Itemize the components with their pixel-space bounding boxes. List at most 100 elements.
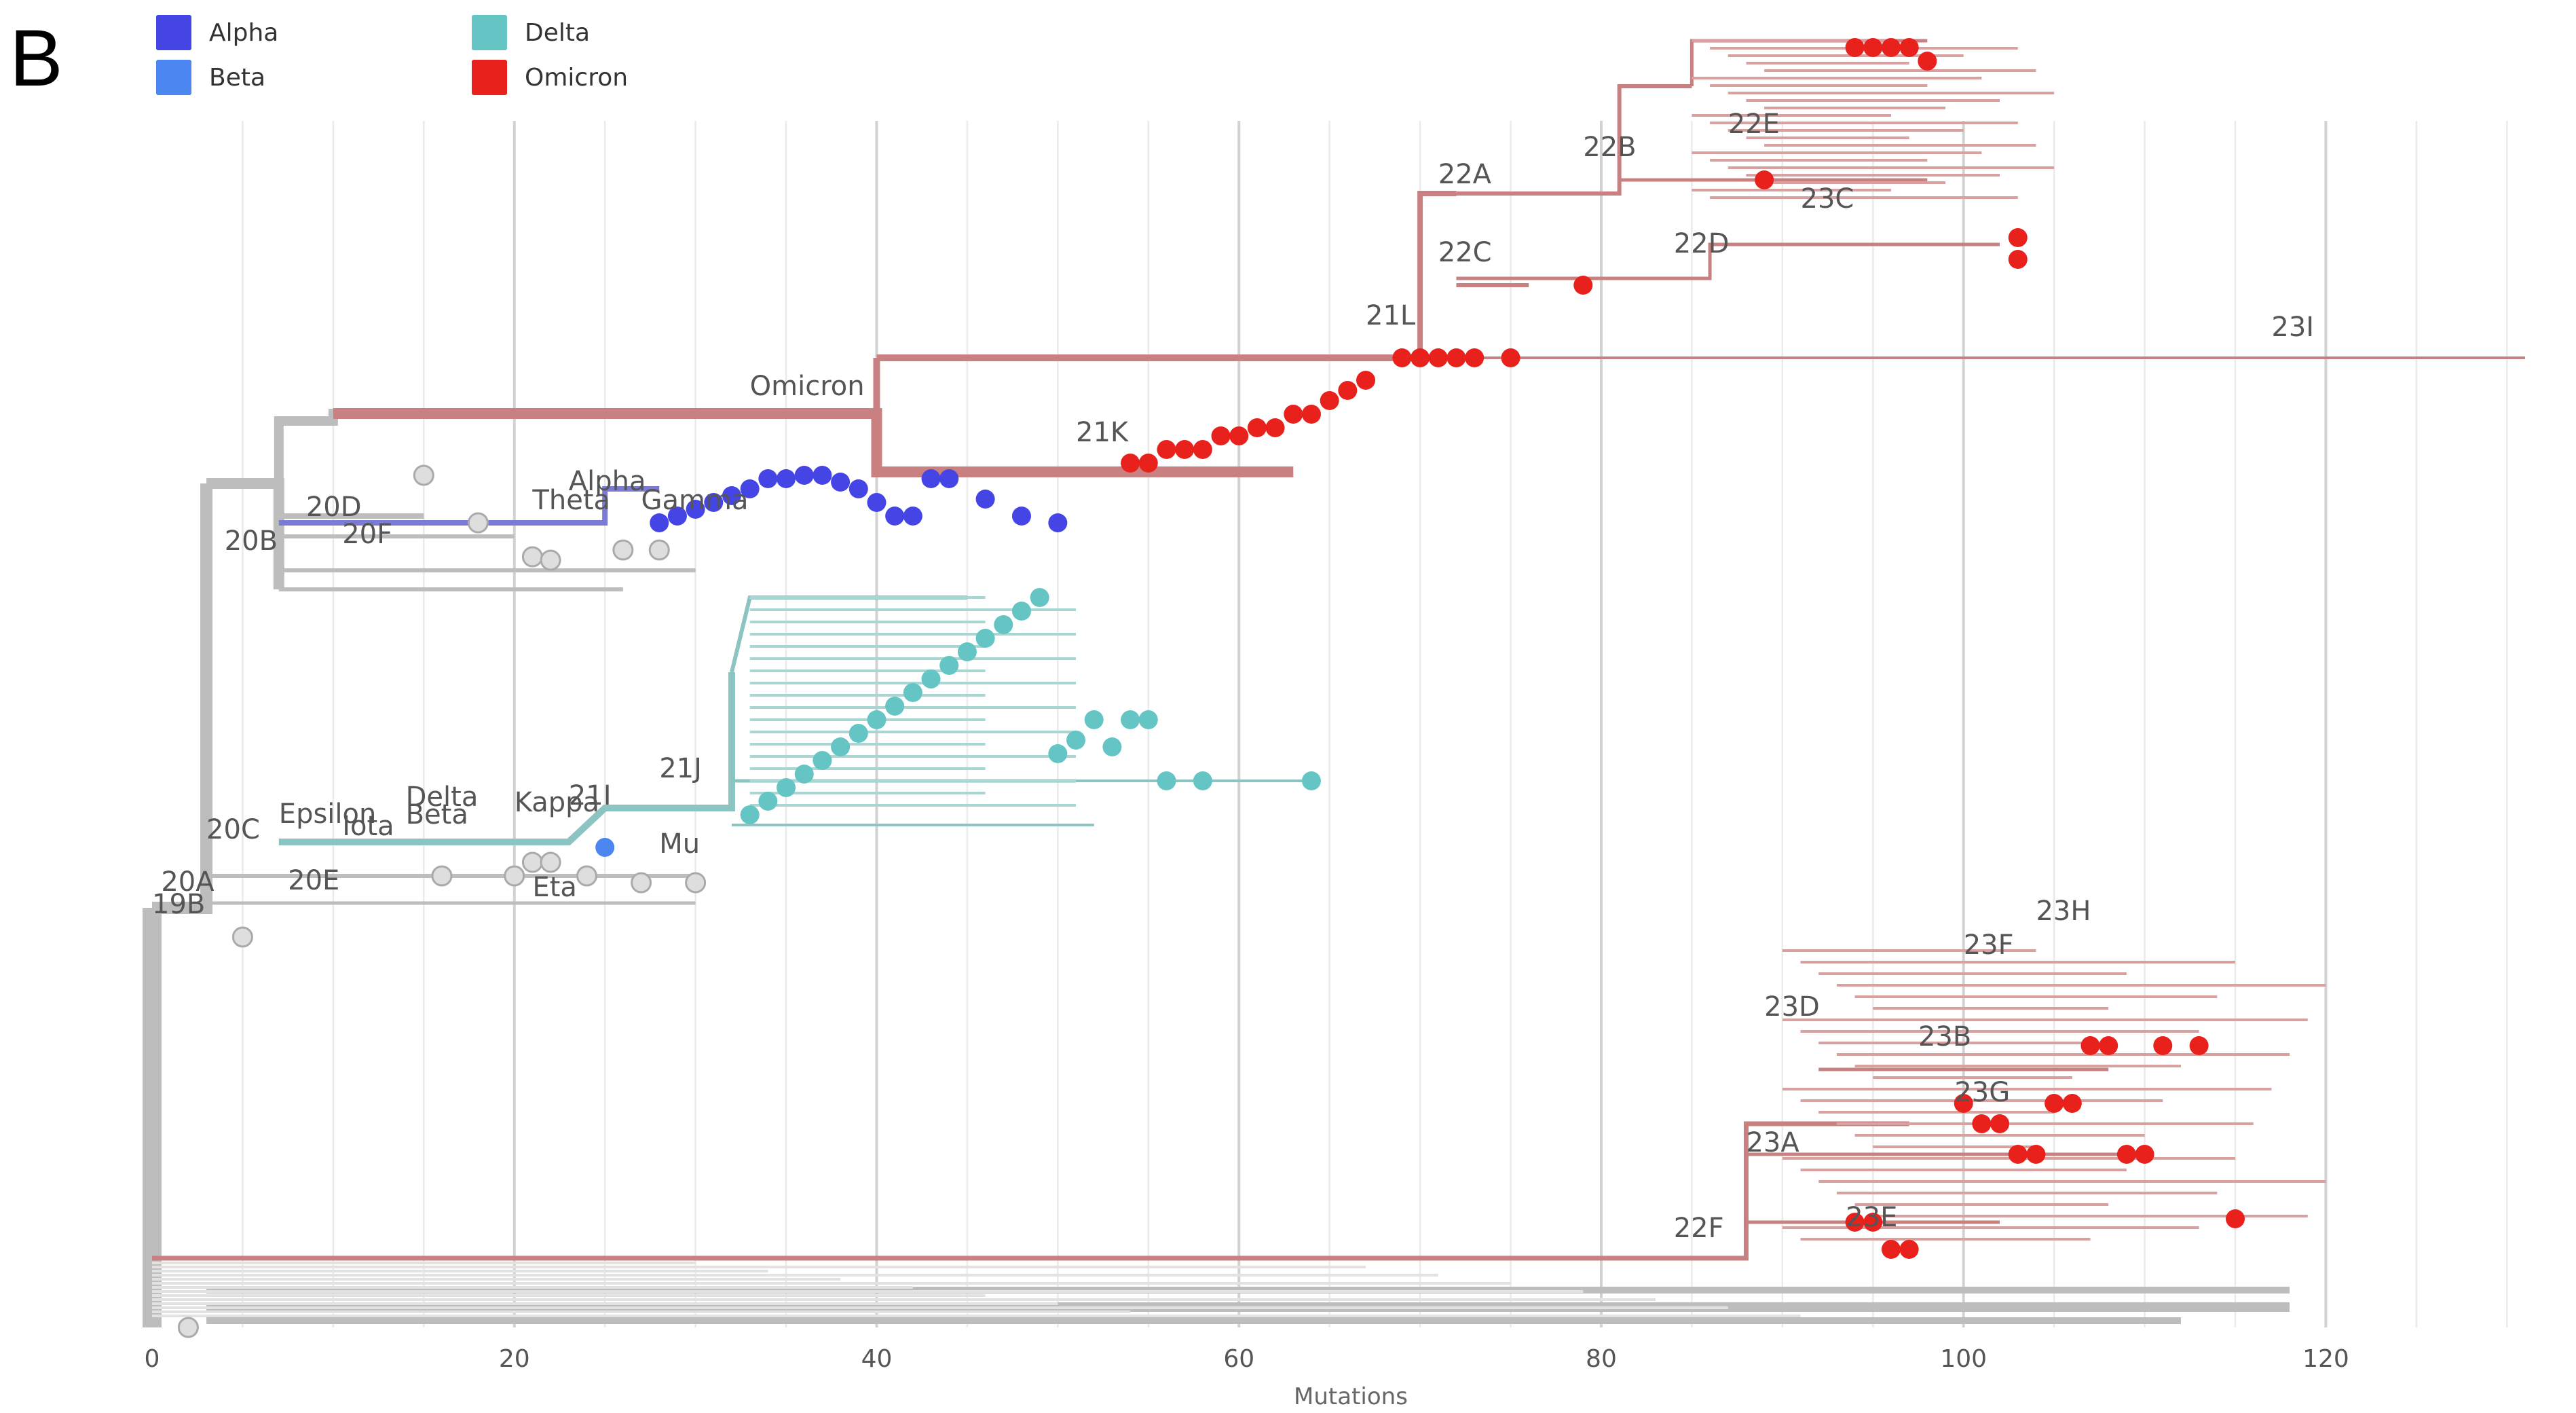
tip-point-omicron[interactable]	[2026, 1145, 2046, 1164]
tip-point-gray[interactable]	[431, 865, 453, 887]
tip-point-delta[interactable]	[885, 697, 905, 716]
tip-point-omicron[interactable]	[1899, 38, 1919, 57]
tip-point-delta[interactable]	[867, 710, 886, 729]
tip-point-omicron[interactable]	[1845, 1213, 1865, 1232]
tip-point-delta[interactable]	[1048, 744, 1068, 763]
tip-point-beta[interactable]	[595, 838, 615, 857]
tip-point-omicron[interactable]	[1301, 405, 1321, 424]
tip-point-alpha[interactable]	[777, 469, 796, 488]
tip-point-gray[interactable]	[521, 546, 543, 568]
tip-point-omicron[interactable]	[1755, 170, 1774, 189]
tip-point-omicron[interactable]	[2080, 1036, 2100, 1055]
tip-point-gray[interactable]	[413, 464, 434, 486]
tip-point-gray[interactable]	[540, 851, 561, 873]
tip-point-omicron[interactable]	[1157, 440, 1176, 459]
tip-point-omicron[interactable]	[1247, 418, 1267, 437]
tip-point-omicron[interactable]	[2008, 1145, 2028, 1164]
tip-point-omicron[interactable]	[1138, 454, 1158, 473]
tip-point-omicron[interactable]	[2153, 1036, 2173, 1055]
tip-point-alpha[interactable]	[758, 469, 778, 488]
tip-point-delta[interactable]	[1121, 710, 1140, 729]
tip-point-omicron[interactable]	[1918, 52, 1937, 71]
tip-point-delta[interactable]	[794, 765, 814, 784]
tip-point-delta[interactable]	[994, 615, 1013, 634]
tip-point-omicron[interactable]	[1211, 426, 1231, 445]
tip-point-gray[interactable]	[467, 512, 489, 534]
tip-point-omicron[interactable]	[1881, 1240, 1901, 1259]
tip-point-alpha[interactable]	[831, 473, 851, 492]
tip-point-gray[interactable]	[177, 1317, 199, 1338]
tip-point-alpha[interactable]	[975, 490, 995, 509]
tip-point-omicron[interactable]	[1954, 1094, 1973, 1113]
tip-point-alpha[interactable]	[921, 469, 941, 488]
tip-point-omicron[interactable]	[1284, 405, 1303, 424]
tip-point-omicron[interactable]	[1501, 348, 1520, 367]
tip-point-alpha[interactable]	[650, 513, 669, 532]
tip-point-alpha[interactable]	[740, 479, 760, 498]
tip-point-omicron[interactable]	[1175, 440, 1195, 459]
tip-point-gray[interactable]	[504, 865, 525, 887]
tip-point-gray[interactable]	[631, 872, 652, 894]
tip-point-delta[interactable]	[903, 683, 922, 702]
tip-point-alpha[interactable]	[813, 466, 832, 485]
tip-point-alpha[interactable]	[794, 466, 814, 485]
tip-point-delta[interactable]	[921, 669, 941, 689]
tip-point-gray[interactable]	[648, 539, 670, 561]
tip-point-gray[interactable]	[231, 926, 253, 948]
tip-point-omicron[interactable]	[1990, 1114, 2010, 1133]
tip-point-gray[interactable]	[612, 539, 634, 561]
tip-point-omicron[interactable]	[1392, 348, 1412, 367]
tip-point-delta[interactable]	[1066, 731, 1086, 750]
tip-point-omicron[interactable]	[1428, 348, 1448, 367]
tip-point-delta[interactable]	[1193, 771, 1212, 790]
tip-point-alpha[interactable]	[1011, 507, 1031, 526]
tip-point-omicron[interactable]	[1845, 38, 1865, 57]
tip-point-delta[interactable]	[957, 642, 977, 661]
tip-point-delta[interactable]	[1011, 602, 1031, 621]
tip-point-omicron[interactable]	[1573, 276, 1593, 295]
tip-point-delta[interactable]	[848, 724, 868, 743]
tip-point-omicron[interactable]	[2116, 1145, 2136, 1164]
tip-point-omicron[interactable]	[1863, 38, 1883, 57]
tip-point-alpha[interactable]	[885, 507, 905, 526]
tip-point-omicron[interactable]	[1465, 348, 1485, 367]
tip-point-delta[interactable]	[777, 778, 796, 797]
tip-point-alpha[interactable]	[848, 479, 868, 498]
tip-point-gray[interactable]	[576, 865, 597, 887]
tip-point-delta[interactable]	[1157, 771, 1176, 790]
legend-item-omicron[interactable]: Omicron	[472, 60, 628, 95]
tip-point-delta[interactable]	[975, 629, 995, 648]
tip-point-omicron[interactable]	[2008, 228, 2028, 247]
tip-point-omicron[interactable]	[1193, 440, 1212, 459]
tip-point-delta[interactable]	[1030, 588, 1049, 607]
tip-point-omicron[interactable]	[1229, 426, 1249, 445]
tip-point-alpha[interactable]	[704, 493, 724, 512]
tip-point-omicron[interactable]	[2135, 1145, 2154, 1164]
tip-point-delta[interactable]	[1138, 710, 1158, 729]
tip-point-alpha[interactable]	[722, 486, 741, 505]
tip-point-omicron[interactable]	[1121, 454, 1140, 473]
tip-point-gray[interactable]	[540, 549, 561, 571]
tip-point-omicron[interactable]	[2045, 1094, 2064, 1113]
tip-point-alpha[interactable]	[867, 493, 886, 512]
tip-point-delta[interactable]	[1102, 737, 1122, 756]
tip-point-omicron[interactable]	[1356, 371, 1376, 390]
tip-point-omicron[interactable]	[2189, 1036, 2209, 1055]
tip-point-delta[interactable]	[758, 792, 778, 811]
tip-point-delta[interactable]	[1084, 710, 1104, 729]
tip-point-gray[interactable]	[521, 851, 543, 873]
tip-point-omicron[interactable]	[1972, 1114, 1992, 1133]
tip-point-alpha[interactable]	[1048, 513, 1068, 532]
tip-point-omicron[interactable]	[1411, 348, 1430, 367]
tip-point-delta[interactable]	[831, 737, 851, 756]
tip-point-alpha[interactable]	[903, 507, 922, 526]
tip-point-delta[interactable]	[1301, 771, 1321, 790]
tip-point-omicron[interactable]	[1338, 381, 1358, 400]
tip-point-omicron[interactable]	[1881, 38, 1901, 57]
tip-point-omicron[interactable]	[1863, 1213, 1883, 1232]
tip-point-omicron[interactable]	[2226, 1209, 2245, 1228]
tip-point-omicron[interactable]	[1899, 1240, 1919, 1259]
legend-item-beta[interactable]: Beta	[156, 60, 265, 95]
legend-item-alpha[interactable]: Alpha	[156, 15, 278, 50]
tip-point-delta[interactable]	[813, 751, 832, 770]
